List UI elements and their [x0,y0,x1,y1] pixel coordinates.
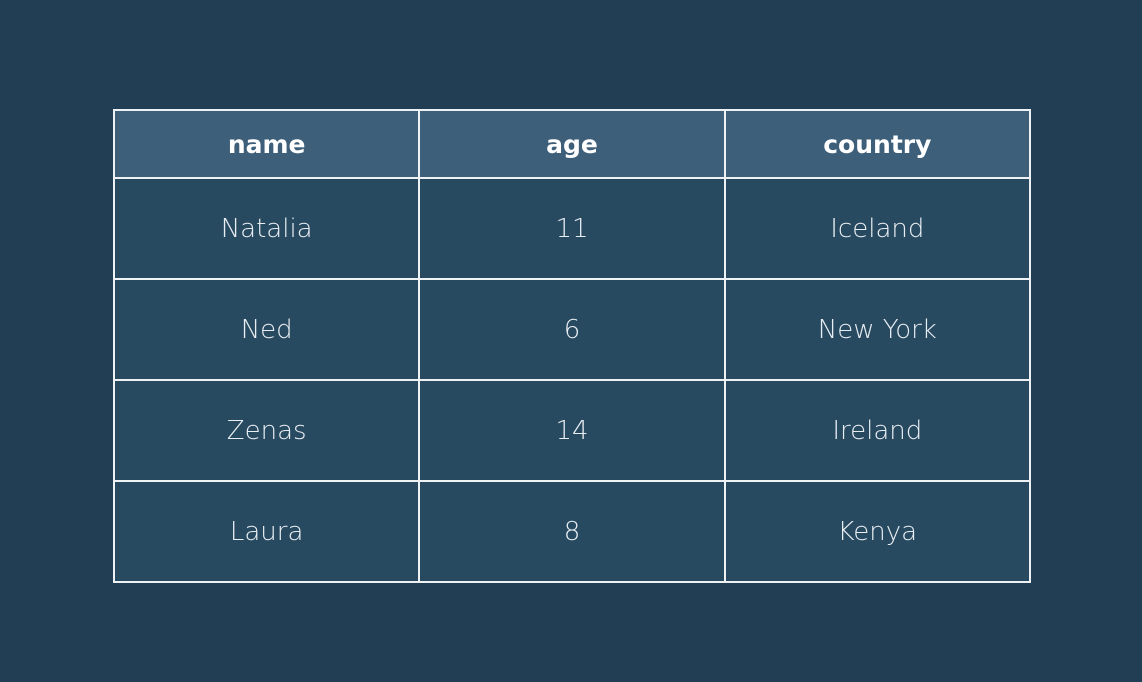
data-table: name age country Natalia 11 Iceland Ned … [112,109,1032,583]
cell-name: Ned [112,278,421,381]
cell-age: 8 [418,480,726,583]
table-row: Laura 8 Kenya [112,480,1032,583]
cell-age: 11 [418,177,726,280]
column-header-name: name [112,109,421,179]
table-row: Zenas 14 Ireland [112,379,1032,482]
cell-age: 6 [418,278,726,381]
cell-country: New York [723,278,1032,381]
cell-country: Kenya [723,480,1032,583]
cell-country: Ireland [723,379,1032,482]
table-header-row: name age country [112,109,1032,179]
cell-age: 14 [418,379,726,482]
cell-name: Zenas [112,379,421,482]
cell-country: Iceland [723,177,1032,280]
cell-name: Laura [112,480,421,583]
column-header-country: country [723,109,1032,179]
column-header-age: age [418,109,726,179]
cell-name: Natalia [112,177,421,280]
table-row: Natalia 11 Iceland [112,177,1032,280]
table-row: Ned 6 New York [112,278,1032,381]
